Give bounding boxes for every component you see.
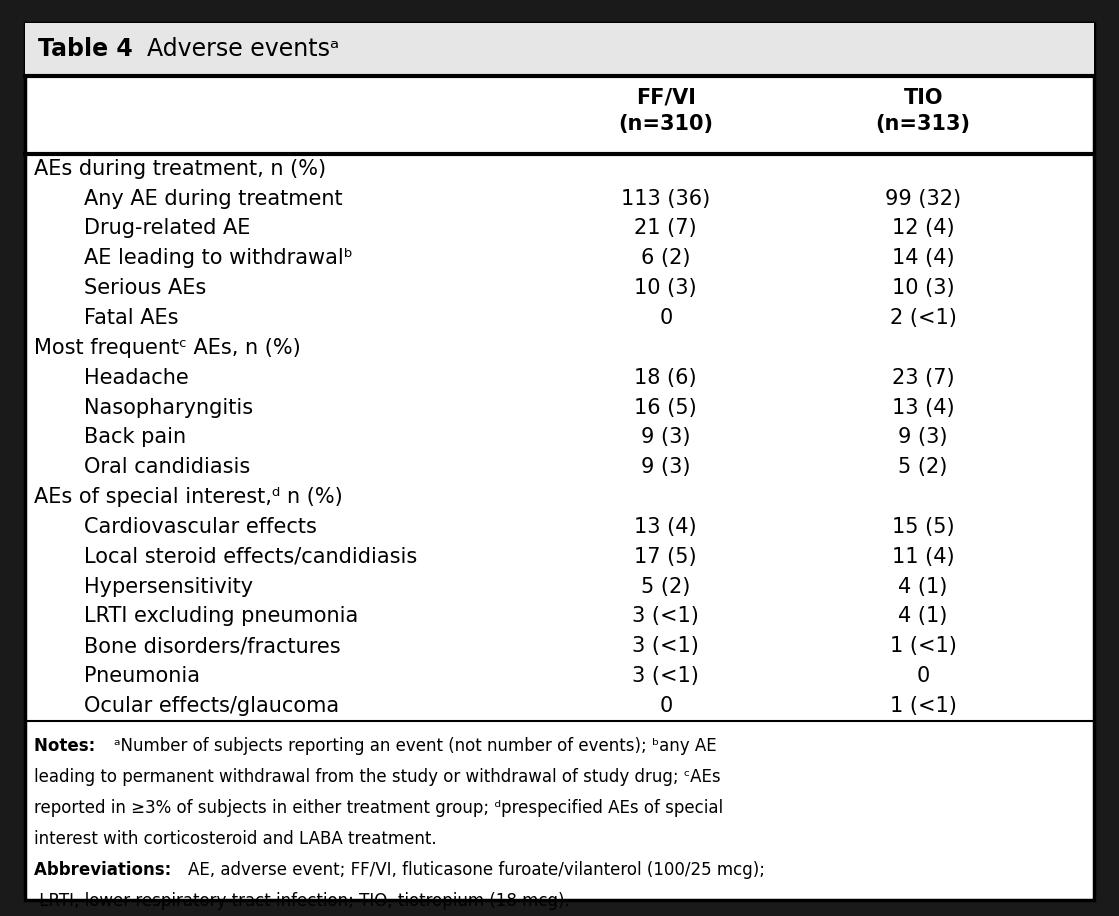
Text: 5 (2): 5 (2) — [641, 576, 690, 596]
Text: Cardiovascular effects: Cardiovascular effects — [84, 517, 317, 537]
Text: Ocular effects/glaucoma: Ocular effects/glaucoma — [84, 696, 339, 716]
Text: Abbreviations:: Abbreviations: — [34, 861, 177, 879]
Text: Drug-related AE: Drug-related AE — [84, 219, 251, 238]
Text: Table 4: Table 4 — [38, 38, 141, 61]
Text: 23 (7): 23 (7) — [892, 367, 955, 387]
FancyBboxPatch shape — [25, 23, 1094, 900]
Text: 11 (4): 11 (4) — [892, 547, 955, 567]
Text: 0: 0 — [659, 308, 673, 328]
Text: ᵃNumber of subjects reporting an event (not number of events); ᵇany AE: ᵃNumber of subjects reporting an event (… — [114, 736, 717, 755]
Text: TIO
(n=313): TIO (n=313) — [876, 88, 970, 135]
Text: 18 (6): 18 (6) — [634, 367, 697, 387]
Text: 17 (5): 17 (5) — [634, 547, 697, 567]
Text: 1 (<1): 1 (<1) — [890, 637, 957, 656]
Text: AE, adverse event; FF/VI, fluticasone furoate/vilanterol (100/25 mcg);: AE, adverse event; FF/VI, fluticasone fu… — [188, 861, 765, 879]
Text: 4 (1): 4 (1) — [899, 576, 948, 596]
Text: FF/VI
(n=310): FF/VI (n=310) — [619, 88, 713, 135]
Text: 6 (2): 6 (2) — [641, 248, 690, 268]
Text: 10 (3): 10 (3) — [892, 278, 955, 299]
Text: leading to permanent withdrawal from the study or withdrawal of study drug; ᶜAEs: leading to permanent withdrawal from the… — [34, 768, 721, 786]
Text: Headache: Headache — [84, 367, 189, 387]
Text: 99 (32): 99 (32) — [885, 189, 961, 209]
Text: LRTI excluding pneumonia: LRTI excluding pneumonia — [84, 606, 358, 627]
Text: 12 (4): 12 (4) — [892, 219, 955, 238]
Text: 9 (3): 9 (3) — [641, 457, 690, 477]
Text: 0: 0 — [916, 666, 930, 686]
Text: Oral candidiasis: Oral candidiasis — [84, 457, 251, 477]
Text: Serious AEs: Serious AEs — [84, 278, 206, 299]
Text: reported in ≥3% of subjects in either treatment group; ᵈprespecified AEs of spec: reported in ≥3% of subjects in either tr… — [34, 799, 723, 817]
Text: Any AE during treatment: Any AE during treatment — [84, 189, 342, 209]
Text: 15 (5): 15 (5) — [892, 517, 955, 537]
Text: 9 (3): 9 (3) — [899, 428, 948, 447]
Text: Back pain: Back pain — [84, 428, 186, 447]
Text: 0: 0 — [659, 696, 673, 716]
Text: 113 (36): 113 (36) — [621, 189, 711, 209]
Text: 14 (4): 14 (4) — [892, 248, 955, 268]
Text: AEs during treatment, n (%): AEs during treatment, n (%) — [34, 158, 326, 179]
Text: 13 (4): 13 (4) — [892, 398, 955, 418]
Text: 1 (<1): 1 (<1) — [890, 696, 957, 716]
Text: 5 (2): 5 (2) — [899, 457, 948, 477]
Text: 4 (1): 4 (1) — [899, 606, 948, 627]
Text: Bone disorders/fractures: Bone disorders/fractures — [84, 637, 340, 656]
Text: Notes:: Notes: — [34, 736, 101, 755]
Text: 3 (<1): 3 (<1) — [632, 666, 699, 686]
FancyBboxPatch shape — [25, 23, 1094, 76]
Text: 3 (<1): 3 (<1) — [632, 606, 699, 627]
Text: Most frequentᶜ AEs, n (%): Most frequentᶜ AEs, n (%) — [34, 338, 300, 358]
Text: Fatal AEs: Fatal AEs — [84, 308, 178, 328]
Text: Adverse eventsᵃ: Adverse eventsᵃ — [147, 38, 339, 61]
Text: 13 (4): 13 (4) — [634, 517, 697, 537]
Text: AE leading to withdrawalᵇ: AE leading to withdrawalᵇ — [84, 248, 352, 268]
Text: 3 (<1): 3 (<1) — [632, 637, 699, 656]
Text: 10 (3): 10 (3) — [634, 278, 697, 299]
Text: Pneumonia: Pneumonia — [84, 666, 200, 686]
Text: AEs of special interest,ᵈ n (%): AEs of special interest,ᵈ n (%) — [34, 487, 342, 507]
Text: Nasopharyngitis: Nasopharyngitis — [84, 398, 253, 418]
Text: 2 (<1): 2 (<1) — [890, 308, 957, 328]
Text: Local steroid effects/candidiasis: Local steroid effects/candidiasis — [84, 547, 417, 567]
Text: 9 (3): 9 (3) — [641, 428, 690, 447]
Text: 16 (5): 16 (5) — [634, 398, 697, 418]
Text: interest with corticosteroid and LABA treatment.: interest with corticosteroid and LABA tr… — [34, 830, 436, 848]
Text: LRTI, lower respiratory tract infection; TIO, tiotropium (18 mcg).: LRTI, lower respiratory tract infection;… — [34, 892, 570, 911]
Text: 21 (7): 21 (7) — [634, 219, 697, 238]
Text: Hypersensitivity: Hypersensitivity — [84, 576, 253, 596]
